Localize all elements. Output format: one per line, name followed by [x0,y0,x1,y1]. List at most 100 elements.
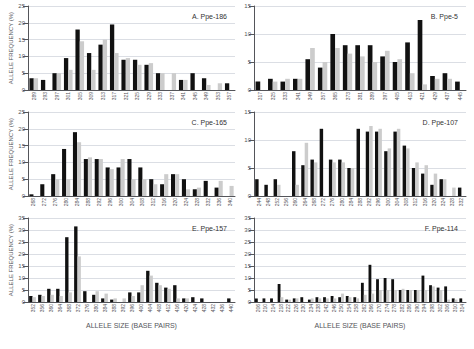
svg-text:332: 332 [458,198,464,207]
svg-text:349: 349 [203,92,209,101]
svg-text:256: 256 [283,198,289,207]
svg-text:308: 308 [403,198,409,207]
svg-text:437: 437 [444,92,450,101]
svg-text:313: 313 [100,92,106,101]
svg-text:10: 10 [244,137,251,143]
svg-text:445: 445 [457,92,463,101]
svg-text:416: 416 [174,304,180,313]
svg-text:325: 325 [270,92,276,101]
svg-text:218: 218 [278,304,284,313]
svg-text:0: 0 [248,193,252,199]
svg-text:306: 306 [444,304,450,313]
svg-text:312: 312 [150,198,156,207]
svg-text:412: 412 [165,304,171,313]
svg-text:ALLELE SIZE (BASE PAIRS): ALLELE SIZE (BASE PAIRS) [86,322,177,330]
svg-text:392: 392 [120,304,126,313]
svg-text:300: 300 [118,198,124,207]
svg-text:292: 292 [96,198,102,207]
svg-text:252: 252 [274,198,280,207]
svg-text:30: 30 [18,227,25,233]
svg-text:332: 332 [205,198,211,207]
svg-text:266: 266 [368,304,374,313]
svg-text:250: 250 [338,304,344,313]
svg-text:10: 10 [244,275,251,281]
svg-text:284: 284 [74,198,80,207]
svg-text:352: 352 [30,304,36,313]
svg-text:294: 294 [421,304,427,313]
svg-text:ALLELE FREQUENCY (%): ALLELE FREQUENCY (%) [8,12,14,84]
svg-text:226: 226 [293,304,299,313]
svg-text:5: 5 [22,176,26,182]
svg-text:248: 248 [265,198,271,207]
svg-text:20: 20 [244,251,251,257]
svg-text:381: 381 [357,92,363,101]
svg-text:368: 368 [66,304,72,313]
svg-text:280: 280 [63,198,69,207]
svg-text:ALLELE FREQUENCY (%): ALLELE FREQUENCY (%) [8,224,14,296]
svg-text:284: 284 [348,198,354,207]
svg-text:328: 328 [194,198,200,207]
svg-text:357: 357 [320,92,326,101]
svg-text:262: 262 [361,304,367,313]
svg-text:30: 30 [244,227,251,233]
svg-text:305: 305 [77,92,83,101]
svg-text:333: 333 [282,92,288,101]
svg-text:258: 258 [353,304,359,313]
svg-text:293: 293 [42,92,48,101]
svg-text:15: 15 [244,263,251,269]
svg-text:264: 264 [302,198,308,207]
svg-text:260: 260 [292,198,298,207]
svg-text:10: 10 [18,275,25,281]
svg-text:15: 15 [18,143,25,149]
svg-text:0: 0 [22,87,26,93]
svg-text:324: 324 [440,198,446,207]
svg-text:329: 329 [146,92,152,101]
svg-text:384: 384 [102,304,108,313]
svg-text:276: 276 [329,198,335,207]
svg-text:376: 376 [84,304,90,313]
svg-text:302: 302 [437,304,443,313]
svg-text:10: 10 [244,31,251,37]
svg-text:373: 373 [345,92,351,101]
svg-text:278: 278 [391,304,397,313]
svg-text:388: 388 [111,304,117,313]
svg-text:25: 25 [18,109,25,115]
svg-text:15: 15 [244,3,251,9]
svg-text:325: 325 [134,92,140,101]
svg-text:274: 274 [384,304,390,313]
svg-text:300: 300 [385,198,391,207]
svg-text:340: 340 [227,198,233,207]
svg-text:333: 333 [157,92,163,101]
svg-text:341: 341 [180,92,186,101]
svg-text:268: 268 [30,198,36,207]
svg-text:E. Ppe-157: E. Ppe-157 [192,225,227,233]
svg-text:356: 356 [39,304,45,313]
svg-text:310: 310 [452,304,458,313]
svg-text:420: 420 [183,304,189,313]
svg-text:222: 222 [285,304,291,313]
svg-text:429: 429 [432,92,438,101]
svg-text:440: 440 [228,304,234,313]
svg-text:317: 317 [257,92,263,101]
svg-text:320: 320 [172,198,178,207]
svg-text:C. Ppe-165: C. Ppe-165 [192,119,228,127]
svg-text:421: 421 [419,92,425,101]
svg-text:436: 436 [219,304,225,313]
svg-text:20: 20 [18,126,25,132]
svg-text:B. Ppe-5: B. Ppe-5 [431,13,458,21]
svg-text:304: 304 [129,198,135,207]
svg-text:304: 304 [394,198,400,207]
svg-text:345: 345 [192,92,198,101]
svg-text:309: 309 [88,92,94,101]
svg-text:404: 404 [147,304,153,313]
svg-text:316: 316 [422,198,428,207]
svg-text:380: 380 [93,304,99,313]
svg-text:214: 214 [270,304,276,313]
svg-text:5: 5 [22,70,26,76]
svg-text:206: 206 [255,304,261,313]
svg-text:234: 234 [308,304,314,313]
svg-text:270: 270 [376,304,382,313]
svg-text:D. Ppe-107: D. Ppe-107 [423,119,459,127]
svg-text:35: 35 [18,215,25,221]
svg-text:276: 276 [52,198,58,207]
